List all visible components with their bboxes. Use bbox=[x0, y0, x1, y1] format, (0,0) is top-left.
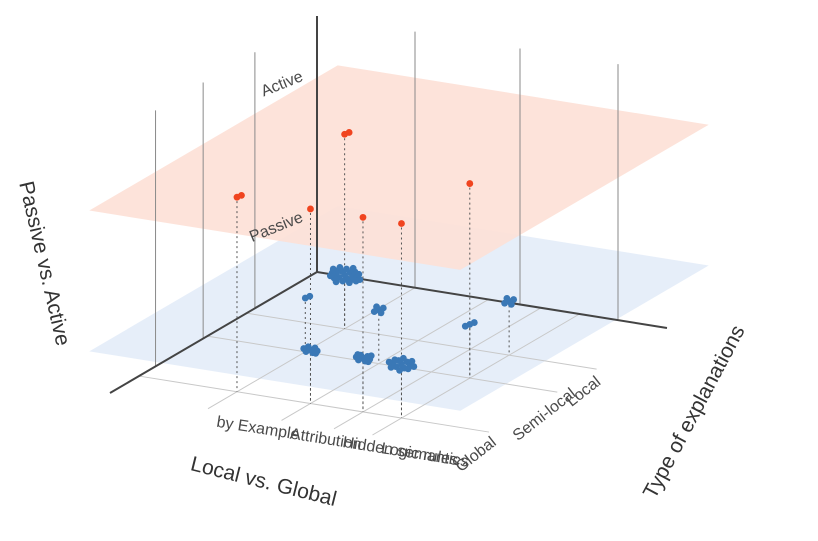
data-point bbox=[307, 205, 314, 213]
floor-grid-line bbox=[281, 299, 489, 421]
data-point bbox=[349, 264, 357, 272]
z-axis-title: Passive vs. Active bbox=[14, 179, 74, 348]
data-point bbox=[345, 279, 353, 287]
y-axis-line bbox=[316, 271, 668, 329]
data-points bbox=[233, 129, 518, 374]
data-point bbox=[300, 345, 308, 352]
data-point bbox=[339, 277, 347, 285]
data-point bbox=[326, 272, 334, 280]
data-point bbox=[359, 213, 367, 221]
data-point bbox=[373, 303, 380, 311]
data-point bbox=[312, 349, 320, 357]
data-point bbox=[470, 319, 478, 326]
y-tick-label: by Example bbox=[215, 414, 300, 444]
data-point bbox=[343, 265, 350, 273]
axis-lines bbox=[109, 16, 668, 394]
plane-passive bbox=[89, 206, 709, 411]
data-point bbox=[399, 354, 407, 362]
data-point bbox=[367, 352, 375, 360]
data-point bbox=[461, 322, 469, 330]
x-tick-label: Semi-local bbox=[510, 385, 579, 444]
y-axis-title: Type of explanations bbox=[639, 322, 750, 503]
floor-grid-line bbox=[207, 335, 558, 393]
data-point bbox=[408, 357, 416, 365]
data-point bbox=[507, 300, 515, 308]
data-point bbox=[387, 363, 395, 371]
data-point bbox=[391, 356, 399, 364]
drop-lines bbox=[236, 138, 510, 419]
data-point bbox=[356, 276, 364, 284]
data-point bbox=[238, 191, 245, 199]
data-point bbox=[503, 294, 511, 302]
floor-grid-line bbox=[138, 375, 490, 433]
data-point bbox=[410, 363, 418, 370]
data-point bbox=[336, 264, 344, 271]
floor-grid-line bbox=[372, 313, 580, 436]
data-point bbox=[354, 351, 362, 358]
data-point bbox=[385, 358, 393, 366]
data-point bbox=[466, 180, 474, 187]
data-point bbox=[396, 366, 403, 374]
data-point bbox=[364, 358, 372, 366]
data-point bbox=[398, 220, 405, 227]
data-point bbox=[332, 278, 340, 286]
x-axis-line bbox=[109, 271, 318, 394]
data-point bbox=[329, 265, 337, 273]
data-point bbox=[355, 270, 363, 278]
floor-grid-line bbox=[333, 307, 542, 430]
data-point bbox=[345, 129, 353, 136]
x-axis-title: Local vs. Global bbox=[188, 452, 339, 510]
level-planes bbox=[89, 65, 709, 411]
data-point bbox=[404, 365, 412, 373]
plane-active bbox=[89, 65, 709, 270]
data-point bbox=[377, 309, 385, 317]
data-point bbox=[306, 292, 314, 300]
